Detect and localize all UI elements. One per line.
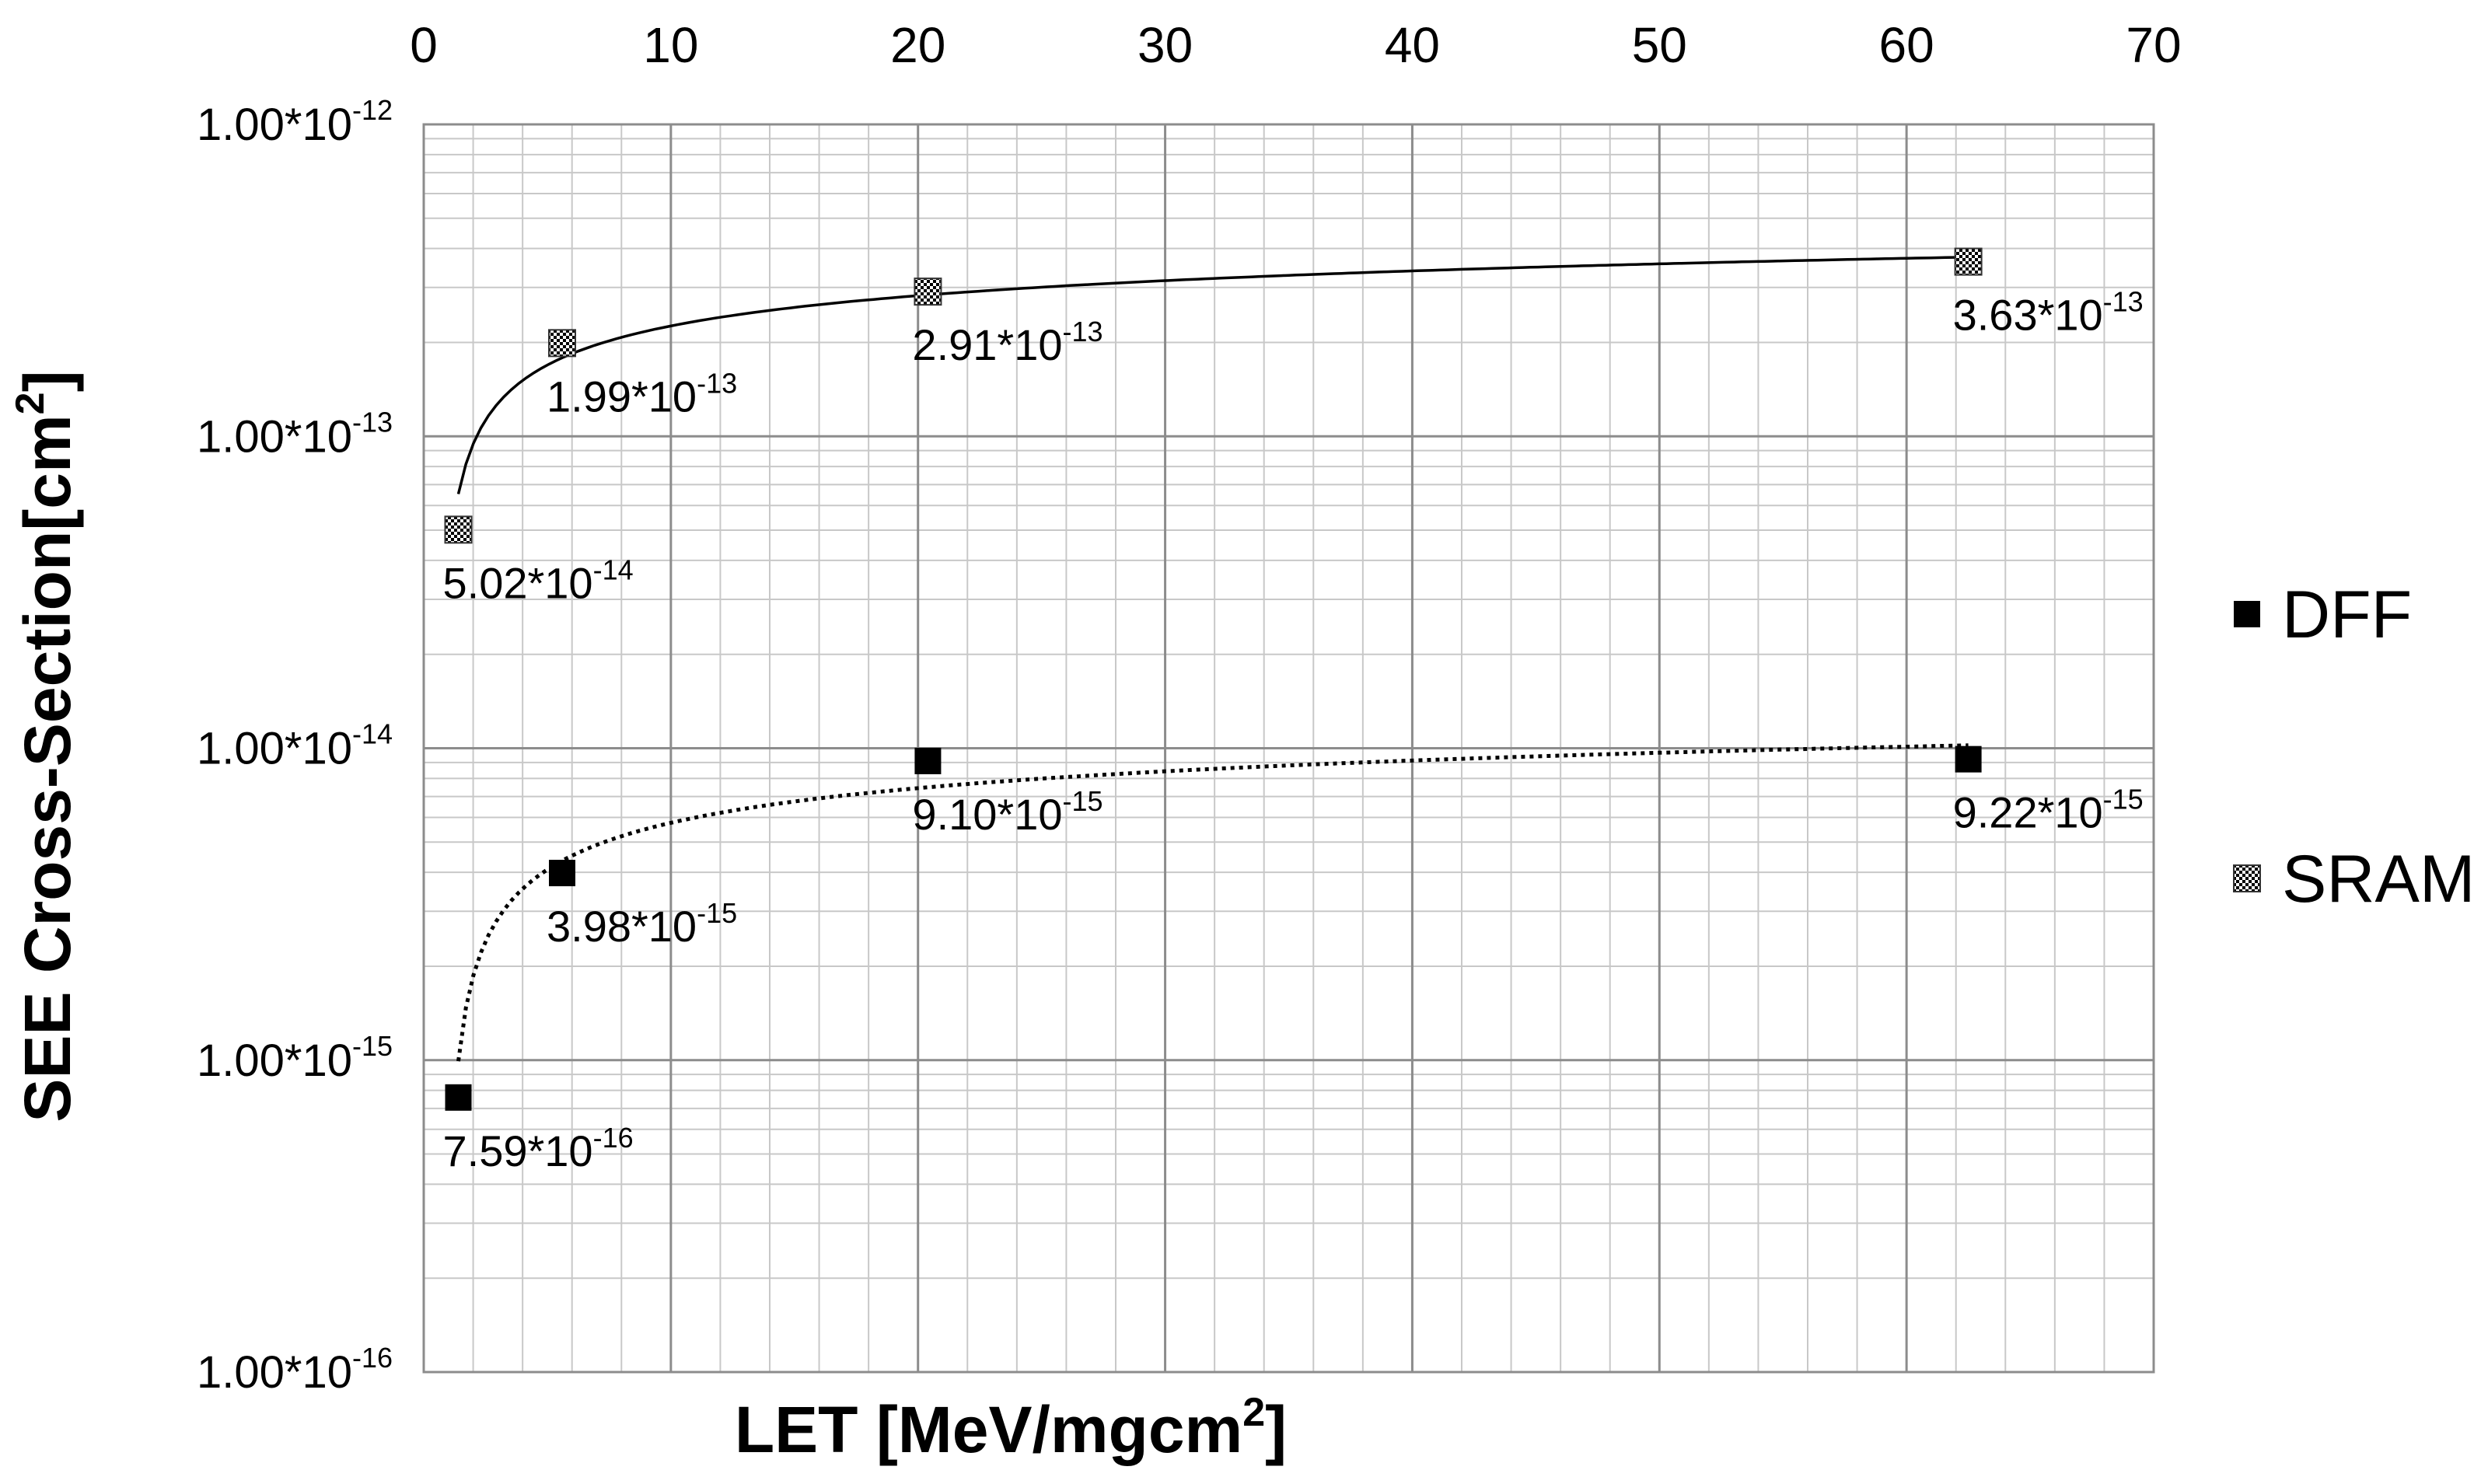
x-tick-label: 50 — [1632, 17, 1687, 73]
x-tick-label: 60 — [1879, 17, 1934, 73]
data-label-dff: 7.59*10-16 — [443, 1122, 634, 1175]
data-label-sram: 3.63*10-13 — [1953, 286, 2144, 340]
legend-label-dff: DFF — [2282, 578, 2412, 652]
data-label-sram: 5.02*10-14 — [443, 553, 634, 607]
marker-dff — [549, 860, 575, 887]
data-label-dff: 3.98*10-15 — [547, 897, 737, 951]
marker-sram — [914, 278, 942, 306]
data-label-sram: 2.91*10-13 — [912, 316, 1102, 369]
data-label-sram: 1.99*10-13 — [547, 367, 737, 421]
data-label-dff: 9.10*10-15 — [912, 785, 1102, 839]
trendline-sram — [456, 255, 1969, 494]
y-tick-label: 1.00*10-12 — [197, 94, 393, 150]
legend-marker-sram — [2233, 864, 2261, 892]
marker-dff — [914, 747, 942, 774]
x-tick-labels: 0 10 20 30 40 50 60 70 — [410, 17, 2181, 73]
marker-sram — [444, 515, 473, 544]
y-tick-label: 1.00*10-14 — [197, 718, 393, 774]
x-tick-label: 0 — [410, 17, 438, 73]
marker-sram — [1954, 247, 1983, 276]
x-tick-label: 70 — [2126, 17, 2181, 73]
y-tick-labels: 1.00*10-12 1.00*10-13 1.00*10-14 1.00*10-15… — [197, 94, 393, 1398]
x-tick-label: 20 — [890, 17, 945, 73]
data-label-dff: 9.22*10-15 — [1953, 784, 2144, 837]
plot-border — [422, 123, 2155, 1374]
legend-label-sram: SRAM — [2282, 842, 2475, 917]
marker-sram — [548, 329, 576, 358]
axis-titles: LET [MeV/mgcm2] SEE Cross-Section[cm2] — [8, 370, 1287, 1466]
marker-dff — [445, 1084, 472, 1111]
major-gridlines — [422, 123, 2155, 1374]
data-labels: 7.59*10-16 3.98*10-15 9.10*10-15 9.22*10-15… — [443, 286, 2144, 1175]
trendlines — [456, 255, 1969, 1062]
y-tick-label: 1.00*10-15 — [197, 1030, 393, 1086]
data-markers — [444, 247, 1983, 1111]
x-tick-label: 40 — [1385, 17, 1440, 73]
marker-dff — [1955, 745, 1982, 773]
x-axis-title: LET [MeV/mgcm2] — [735, 1390, 1287, 1466]
legend: DFF SRAM — [2233, 578, 2475, 917]
x-tick-label: 30 — [1137, 17, 1193, 73]
legend-marker-dff — [2234, 601, 2260, 627]
y-axis-title: SEE Cross-Section[cm2] — [8, 370, 84, 1122]
y-tick-label: 1.00*10-13 — [197, 406, 393, 462]
x-tick-label: 10 — [643, 17, 698, 73]
y-tick-label: 1.00*10-16 — [197, 1342, 393, 1398]
